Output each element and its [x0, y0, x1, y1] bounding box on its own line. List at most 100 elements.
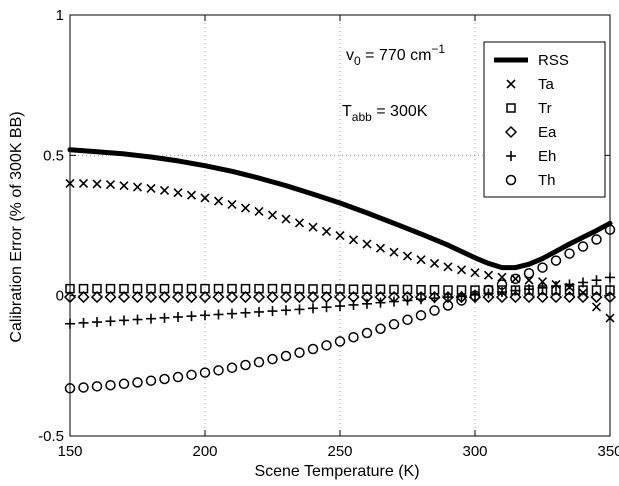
point-th [456, 295, 467, 306]
legend-swatch-eh [506, 151, 516, 161]
legend-label-rss: RSS [538, 52, 569, 69]
point-eh [308, 303, 318, 314]
point-eh [321, 302, 332, 313]
legend-entry-tr: Tr [506, 100, 552, 117]
point-th [159, 373, 170, 385]
legend-swatch-tr [506, 103, 516, 113]
point-ea [563, 291, 576, 304]
point-ta [105, 179, 116, 190]
point-ea [185, 291, 198, 304]
point-ea [90, 291, 104, 304]
point-tr [348, 284, 359, 294]
point-tr [389, 284, 399, 295]
point-ea [225, 291, 239, 304]
marker-stroke [456, 265, 467, 275]
point-ta [308, 222, 318, 232]
point-th [132, 377, 143, 388]
point-ea [158, 291, 171, 304]
point-ea [549, 291, 563, 304]
point-ta [510, 274, 521, 284]
point-eh [524, 284, 534, 295]
point-th [172, 371, 184, 383]
marker-stroke [348, 235, 359, 245]
series-line-rss [67, 147, 613, 271]
point-ta [443, 262, 453, 272]
legend-entry-rss: RSS [494, 52, 569, 69]
point-ta [119, 181, 129, 191]
point-eh [119, 315, 129, 326]
point-th [348, 331, 359, 343]
point-eh [389, 296, 399, 307]
y-tick-label: 0.5 [43, 147, 64, 164]
legend-box [483, 41, 606, 198]
legend-label-tr: Tr [538, 100, 552, 117]
marker-stroke [78, 178, 89, 188]
marker-stroke [254, 206, 264, 217]
svg-text:v0 = 770 cm−1: v0 = 770 cm−1 [346, 42, 445, 68]
legend-label-th: Th [538, 172, 556, 189]
marker-stroke [497, 272, 507, 282]
point-ta [227, 199, 237, 210]
point-eh [402, 295, 413, 306]
point-eh [416, 294, 426, 305]
y-tick-label: -0.5 [38, 428, 64, 445]
point-th [523, 267, 535, 279]
point-ea [77, 291, 90, 304]
point-ta [267, 210, 278, 220]
point-th [307, 343, 319, 355]
marker-stroke [186, 190, 197, 200]
marker-stroke [510, 274, 521, 284]
point-ea [320, 291, 333, 304]
marker-stroke [470, 268, 480, 278]
point-th [577, 241, 589, 252]
point-ta [173, 188, 183, 198]
point-eh [591, 275, 602, 286]
legend-entry-ta: Ta [506, 76, 555, 93]
point-th [388, 319, 400, 330]
point-tr [591, 285, 602, 295]
point-ea [171, 291, 185, 304]
point-ea [482, 291, 495, 304]
point-eh [213, 309, 224, 320]
point-eh [240, 307, 251, 318]
point-eh [335, 301, 345, 312]
point-eh [200, 310, 210, 321]
point-eh [227, 308, 237, 319]
point-ta [348, 235, 359, 245]
point-ta [591, 302, 602, 312]
point-eh [281, 305, 291, 316]
y-tick-label: 0 [56, 288, 64, 305]
point-ea [252, 291, 266, 304]
marker-stroke [119, 181, 129, 191]
point-eh [375, 297, 386, 308]
legend-swatch-ea [504, 125, 518, 139]
marker-stroke [281, 214, 291, 224]
marker-stroke [483, 270, 494, 280]
legend-label-ea: Ea [538, 124, 557, 141]
legend-swatch-ta [506, 79, 516, 89]
tick-labels: 150 200 250 300 350 -0.5 0 0.5 1 [38, 7, 619, 460]
point-th [199, 367, 211, 378]
point-ea [104, 291, 117, 304]
x-tick-label: 300 [462, 443, 487, 460]
point-ea [576, 291, 590, 304]
marker-stroke [402, 251, 413, 261]
point-eh [105, 316, 116, 327]
point-eh [159, 312, 170, 323]
point-eh [551, 281, 561, 292]
point-th [253, 356, 265, 368]
point-th [267, 353, 278, 365]
marker-stroke [240, 203, 251, 213]
point-ea [590, 291, 603, 304]
point-ea [522, 291, 536, 304]
point-ta [78, 178, 89, 188]
point-th [496, 279, 508, 290]
point-th [564, 248, 575, 259]
marker-stroke [294, 218, 305, 228]
point-th [510, 273, 521, 285]
point-th [361, 327, 373, 339]
marker-stroke [200, 193, 210, 203]
legend-label-ta: Ta [538, 76, 555, 93]
x-tick-label: 350 [597, 443, 619, 460]
